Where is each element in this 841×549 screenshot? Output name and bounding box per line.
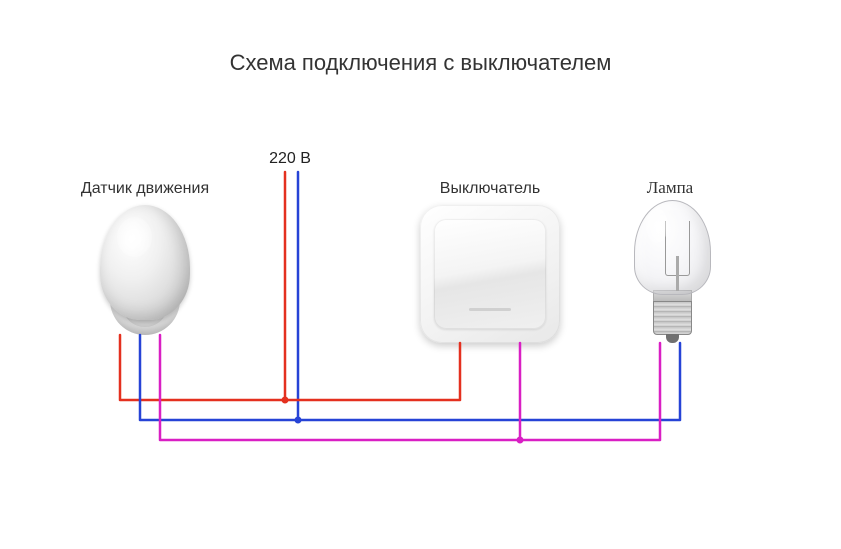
bulb-glass <box>634 200 711 295</box>
diagram-title: Схема подключения с выключателем <box>0 50 841 76</box>
sensor-label: Датчик движения <box>70 180 220 198</box>
bulb-screw <box>653 301 692 335</box>
sensor-highlight <box>117 217 152 257</box>
switch-indicator <box>469 308 511 311</box>
filament-stem-icon <box>676 256 679 291</box>
bulb-tip <box>666 334 679 343</box>
switch-label: Выключатель <box>430 180 550 198</box>
lamp <box>630 200 715 345</box>
lamp-label: Лампа <box>620 178 720 198</box>
motion-sensor <box>95 205 195 335</box>
power-label: 220 В <box>265 150 315 168</box>
switch-rocker <box>434 219 546 329</box>
wall-switch <box>420 205 560 343</box>
bulb-highlight <box>646 208 668 243</box>
